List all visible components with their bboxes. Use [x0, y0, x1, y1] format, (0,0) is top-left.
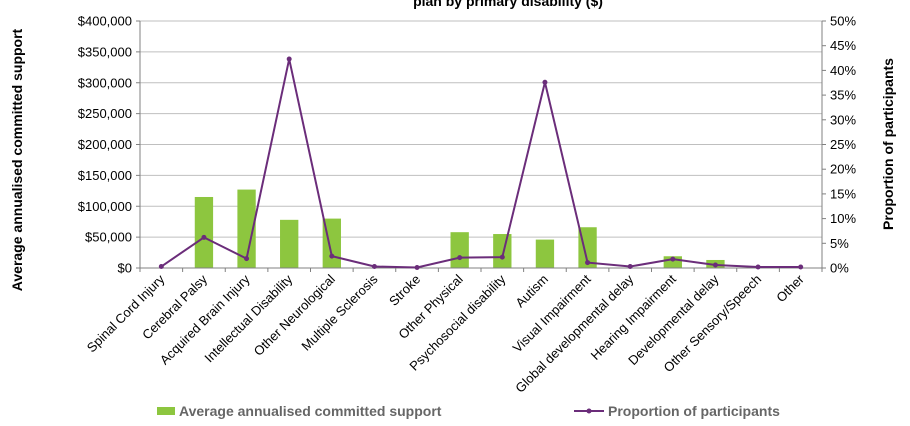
bar [280, 219, 299, 268]
x-tick-label: Visual Impairment [510, 271, 594, 355]
x-tick-label: Stroke [386, 272, 423, 309]
bar [578, 227, 597, 268]
chart-title: plan by primary disability ($) [413, 0, 603, 9]
line-point [371, 264, 377, 270]
left-axis-ticks: $0 $50,000 $100,000 $150,000 $200,000 $250,00… [78, 14, 132, 276]
line-point [670, 256, 676, 262]
y-tick-label: $350,000 [78, 44, 132, 59]
x-tick-label: Other [773, 271, 807, 305]
y2-tick-label: 35% [830, 88, 856, 103]
bar [493, 234, 512, 268]
y2-axis-title: Proportion of participants [880, 58, 896, 230]
line-point [499, 254, 505, 260]
bar [237, 189, 256, 268]
line-point [627, 264, 633, 270]
y2-tick-label: 30% [830, 112, 856, 127]
legend: Average annualised committed support Pro… [157, 403, 780, 419]
legend-line-label: Proportion of participants [608, 403, 780, 419]
line-point [158, 264, 164, 270]
y2-tick-label: 15% [830, 186, 856, 201]
line-point [244, 256, 250, 262]
legend-bar-label: Average annualised committed support [179, 403, 442, 419]
axes [136, 20, 826, 272]
bar [194, 196, 214, 268]
legend-line-marker [586, 408, 592, 414]
line-path [160, 58, 801, 269]
y2-tick-label: 50% [830, 14, 856, 29]
line-point [329, 253, 335, 259]
y-axis-title: Average annualised committed support [9, 28, 25, 291]
y-tick-label: $0 [118, 261, 132, 276]
line-point [414, 265, 420, 271]
y2-tick-label: 10% [830, 211, 856, 226]
y2-tick-label: 5% [830, 236, 849, 251]
x-tick-label: Other Neurological [251, 271, 338, 358]
y-tick-label: $250,000 [78, 106, 132, 121]
y2-tick-label: 25% [830, 137, 856, 152]
x-tick-label: Multiple Sclerosis [298, 271, 380, 353]
y-tick-label: $200,000 [78, 137, 132, 152]
line-point [712, 262, 718, 268]
bar [663, 256, 682, 268]
y-tick-label: $300,000 [78, 75, 132, 90]
right-axis-ticks: 0% 5% 10% 15% 20% 25% 30% 35% 40% 45% 50% [830, 14, 856, 276]
x-tick-label: Autism [512, 272, 551, 311]
y2-tick-label: 20% [830, 162, 856, 177]
legend-bar-swatch [157, 407, 175, 415]
line-point [457, 255, 463, 261]
y2-tick-label: 45% [830, 38, 856, 53]
bar [535, 239, 555, 268]
y-tick-label: $50,000 [85, 230, 132, 245]
y-tick-label: $400,000 [78, 14, 132, 29]
y2-tick-label: 0% [830, 261, 849, 276]
line-point [201, 234, 207, 240]
line-point [542, 79, 548, 85]
line-series [158, 56, 804, 271]
line-point [798, 264, 804, 270]
line-point [585, 260, 591, 266]
line-point [755, 264, 761, 270]
y2-tick-label: 40% [830, 63, 856, 78]
bar [450, 232, 469, 268]
y-tick-label: $100,000 [78, 199, 132, 214]
y-tick-label: $150,000 [78, 168, 132, 183]
line-point [286, 56, 292, 62]
x-tick-label: Spinal Cord Injury [84, 271, 168, 355]
